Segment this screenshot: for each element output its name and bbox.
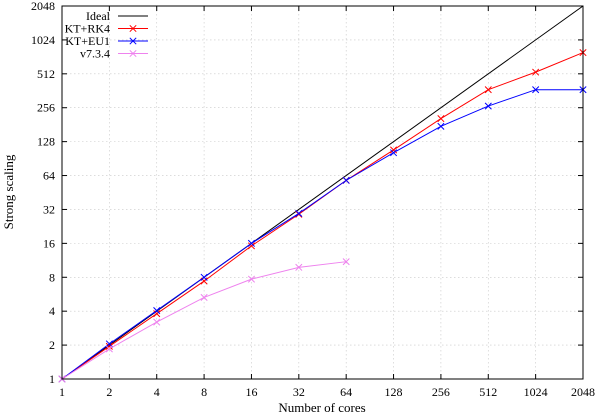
- y-tick-label: 2048: [31, 0, 55, 13]
- series-lines: [61, 5, 584, 380]
- plot-frame: [61, 5, 584, 380]
- y-tick-label: 256: [37, 101, 55, 115]
- data-point-v7-3-4: [247, 275, 256, 283]
- data-point-kt-eu1: [437, 122, 445, 130]
- x-tick-label: 2: [106, 385, 112, 399]
- x-tick-label: 8: [201, 385, 207, 399]
- y-tick-label: 16: [43, 236, 55, 250]
- data-point-kt-eu1: [247, 239, 256, 247]
- x-tick-label: 1: [59, 385, 65, 399]
- series-line-kt-eu1: [61, 89, 583, 380]
- y-axis-label: Strong scaling: [1, 154, 16, 229]
- y-tick-label: 4: [49, 304, 55, 318]
- legend-label-kt-eu1: KT+EU1: [65, 34, 110, 48]
- axis-ticks: [61, 5, 584, 380]
- x-axis-label: Number of cores: [278, 400, 365, 415]
- y-tick-label: 2: [49, 338, 55, 352]
- x-tick-label: 32: [293, 385, 305, 399]
- data-point-kt-rk4: [532, 68, 540, 76]
- legend-marker-kt-eu1: [129, 37, 137, 45]
- x-tick-label: 4: [154, 385, 160, 399]
- data-point-kt-rk4: [484, 86, 492, 94]
- data-point-v7-3-4: [153, 318, 161, 326]
- x-tick-label: 1024: [524, 385, 548, 399]
- series-markers: [58, 49, 587, 383]
- x-tick-label: 128: [385, 385, 403, 399]
- data-point-kt-rk4: [153, 310, 161, 318]
- y-tick-label: 8: [49, 270, 55, 284]
- data-point-kt-rk4: [389, 146, 398, 154]
- data-point-kt-rk4: [105, 342, 113, 350]
- legend-marker-kt-rk4: [129, 24, 137, 33]
- data-point-kt-eu1: [153, 307, 161, 315]
- data-point-kt-rk4: [437, 115, 445, 123]
- y-tick-label: 32: [43, 202, 55, 216]
- legend-label-kt-rk4: KT+RK4: [65, 22, 110, 36]
- x-tick-label: 256: [432, 385, 450, 399]
- x-tick-labels: 1 2 4 8 16 32 64 128 256 512 1024 2048: [59, 385, 595, 399]
- y-tick-label: 1: [49, 372, 55, 386]
- y-tick-label: 1024: [31, 33, 55, 47]
- data-point-v7-3-4: [342, 258, 350, 266]
- data-point-kt-eu1: [389, 149, 398, 157]
- data-point-kt-eu1: [200, 273, 208, 281]
- data-point-v7-3-4: [105, 345, 113, 353]
- data-point-kt-eu1: [342, 176, 350, 184]
- data-point-kt-eu1: [532, 86, 540, 94]
- y-tick-label: 512: [37, 67, 55, 81]
- y-tick-label: 128: [37, 135, 55, 149]
- series-line-kt-rk4: [61, 52, 584, 380]
- data-point-kt-eu1: [295, 209, 303, 217]
- series-line-ideal: [61, 5, 584, 380]
- data-point-kt-rk4: [247, 242, 256, 250]
- data-point-v7-3-4: [200, 293, 208, 301]
- x-tick-label: 512: [479, 385, 497, 399]
- data-point-v7-3-4: [295, 263, 303, 271]
- data-point-kt-rk4: [295, 210, 303, 218]
- legend-label-ideal: Ideal: [86, 9, 111, 23]
- legend-label-v7-3-4: v7.3.4: [80, 47, 110, 61]
- y-tick-labels: 1 2 4 8 16 32 64 128 256 512 1024 2048: [31, 0, 55, 386]
- legend-marker-v7-3-4: [129, 49, 137, 58]
- y-tick-label: 64: [43, 169, 55, 183]
- data-point-kt-eu1: [105, 340, 113, 348]
- x-tick-label: 64: [340, 385, 352, 399]
- x-tick-label: 2048: [571, 385, 595, 399]
- x-tick-label: 16: [245, 385, 257, 399]
- grid: [62, 6, 583, 379]
- data-point-kt-eu1: [484, 102, 492, 110]
